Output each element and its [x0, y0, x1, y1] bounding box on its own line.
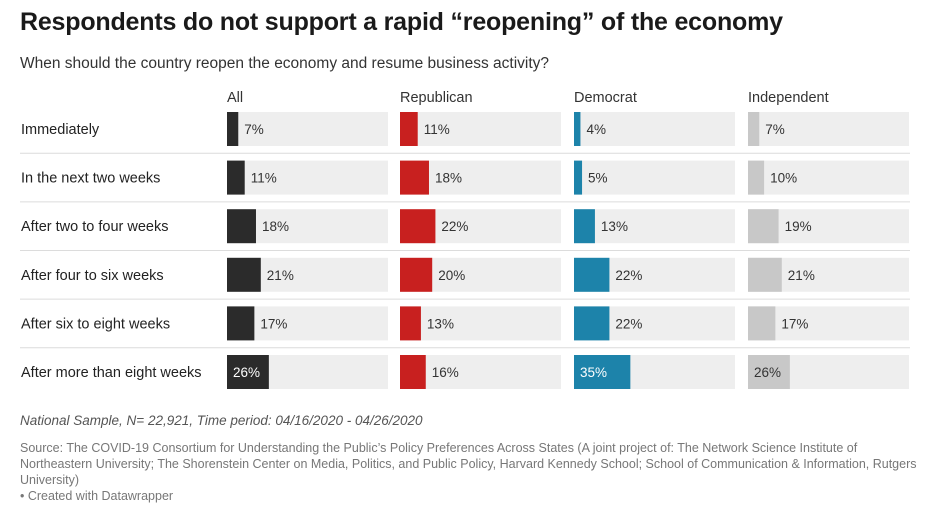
- bar-track-democrat: [574, 112, 735, 146]
- bar-independent-after-four-to-six-weeks: [748, 257, 782, 292]
- value-label-independent-after-two-to-four-weeks: 19%: [785, 219, 812, 234]
- value-label-all-immediately: 7%: [244, 122, 264, 137]
- bar-all-after-two-to-four-weeks: [227, 209, 256, 244]
- bar-track-democrat: [574, 160, 735, 195]
- bar-all-in-the-next-two-weeks: [227, 160, 245, 195]
- value-label-republican-after-four-to-six-weeks: 20%: [438, 268, 465, 283]
- value-label-independent-after-four-to-six-weeks: 21%: [788, 268, 815, 283]
- bar-independent-immediately: [748, 112, 760, 146]
- value-label-all-in-the-next-two-weeks: 11%: [251, 171, 277, 186]
- bar-track-republican: [400, 306, 561, 341]
- value-label-republican-after-two-to-four-weeks: 22%: [441, 219, 468, 234]
- bar-republican-after-four-to-six-weeks: [400, 257, 433, 292]
- column-header-republican: Republican: [400, 90, 473, 106]
- bar-democrat-after-four-to-six-weeks: [574, 257, 610, 292]
- value-label-democrat-after-two-to-four-weeks: 13%: [601, 219, 628, 234]
- plot-area: All Republican Democrat Independent Immediat…: [20, 90, 910, 389]
- bar-democrat-in-the-next-two-weeks: [574, 160, 583, 195]
- bar-track-republican: [400, 112, 561, 146]
- bar-republican-immediately: [400, 112, 418, 146]
- row-label-after-six-to-eight-weeks: After six to eight weeks: [21, 316, 170, 332]
- bar-independent-in-the-next-two-weeks: [748, 160, 765, 195]
- bar-republican-after-more-than-eight-weeks: [400, 355, 426, 389]
- value-label-republican-after-six-to-eight-weeks: 13%: [427, 316, 454, 331]
- bar-track-all: [227, 160, 388, 195]
- chart-source: Source: The COVID-19 Consortium for Unde…: [20, 441, 917, 487]
- value-label-independent-in-the-next-two-weeks: 10%: [770, 171, 797, 186]
- bar-democrat-after-six-to-eight-weeks: [574, 306, 610, 341]
- row-label-after-two-to-four-weeks: After two to four weeks: [21, 219, 168, 235]
- value-label-democrat-immediately: 4%: [586, 122, 606, 137]
- value-label-republican-in-the-next-two-weeks: 18%: [435, 171, 462, 186]
- row-label-after-four-to-six-weeks: After four to six weeks: [21, 268, 164, 284]
- column-header-all: All: [227, 90, 243, 106]
- value-label-democrat-after-more-than-eight-weeks: 35%: [580, 365, 607, 380]
- value-label-independent-immediately: 7%: [765, 122, 785, 137]
- value-label-republican-immediately: 11%: [424, 122, 450, 137]
- value-label-democrat-after-four-to-six-weeks: 22%: [615, 268, 642, 283]
- chart-notes: National Sample, N= 22,921, Time period:…: [20, 413, 423, 428]
- bar-track-democrat: [574, 209, 735, 244]
- bar-track-independent: [748, 160, 909, 195]
- bar-democrat-immediately: [574, 112, 581, 146]
- bar-track-republican: [400, 355, 561, 389]
- bar-track-independent: [748, 112, 909, 146]
- value-label-all-after-four-to-six-weeks: 21%: [267, 268, 294, 283]
- value-label-republican-after-more-than-eight-weeks: 16%: [432, 365, 459, 380]
- value-label-all-after-six-to-eight-weeks: 17%: [260, 316, 287, 331]
- bar-republican-in-the-next-two-weeks: [400, 160, 429, 195]
- value-label-democrat-in-the-next-two-weeks: 5%: [588, 171, 608, 186]
- bar-democrat-after-more-than-eight-weeks: [574, 355, 631, 389]
- chart-subtitle: When should the country reopen the econo…: [20, 55, 550, 72]
- bar-track-all: [227, 112, 388, 146]
- value-label-independent-after-six-to-eight-weeks: 17%: [781, 316, 808, 331]
- value-label-all-after-two-to-four-weeks: 18%: [262, 219, 289, 234]
- bar-independent-after-two-to-four-weeks: [748, 209, 779, 244]
- row-label-immediately: Immediately: [21, 122, 100, 138]
- bar-all-after-more-than-eight-weeks: [227, 355, 269, 389]
- bar-all-after-four-to-six-weeks: [227, 257, 261, 292]
- chart-title: Respondents do not support a rapid “reop…: [20, 8, 783, 36]
- bar-independent-after-more-than-eight-weeks: [748, 355, 790, 389]
- bar-republican-after-six-to-eight-weeks: [400, 306, 421, 341]
- column-header-independent: Independent: [748, 90, 829, 106]
- row-label-after-more-than-eight-weeks: After more than eight weeks: [21, 365, 202, 381]
- bar-republican-after-two-to-four-weeks: [400, 209, 436, 244]
- value-label-all-after-more-than-eight-weeks: 26%: [233, 365, 260, 380]
- chart-credit: • Created with Datawrapper: [20, 489, 174, 503]
- bar-democrat-after-two-to-four-weeks: [574, 209, 595, 244]
- value-label-independent-after-more-than-eight-weeks: 26%: [754, 365, 781, 380]
- row-label-in-the-next-two-weeks: In the next two weeks: [21, 171, 160, 187]
- bar-independent-after-six-to-eight-weeks: [748, 306, 776, 341]
- column-header-democrat: Democrat: [574, 90, 637, 106]
- value-label-democrat-after-six-to-eight-weeks: 22%: [615, 316, 642, 331]
- bar-all-after-six-to-eight-weeks: [227, 306, 255, 341]
- bar-all-immediately: [227, 112, 239, 146]
